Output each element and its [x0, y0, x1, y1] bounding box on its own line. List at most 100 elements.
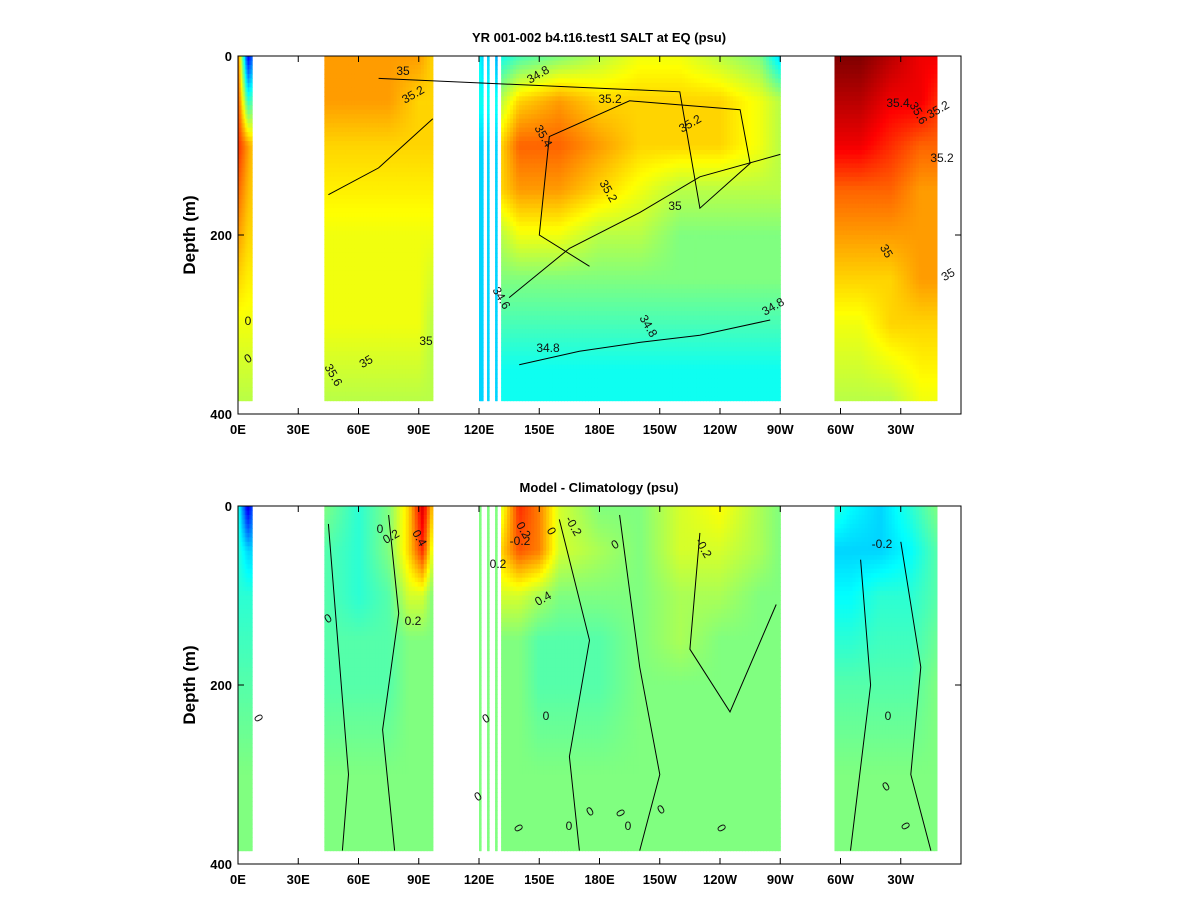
heatmap-cell [496, 146, 498, 151]
heatmap-cell [430, 325, 434, 330]
heatmap-cell [482, 356, 484, 361]
heatmap-cell [430, 168, 434, 173]
heatmap-cell [488, 186, 490, 191]
heatmap-cell [251, 83, 253, 88]
heatmap-cell [496, 325, 498, 330]
heatmap-cell [496, 387, 498, 392]
heatmap-cell [488, 128, 490, 133]
heatmap-cell [482, 87, 484, 92]
heatmap-cell [482, 307, 484, 312]
heatmap-cell [482, 325, 484, 330]
heatmap-cell [482, 177, 484, 182]
heatmap-cell [496, 159, 498, 164]
heatmap-cell [430, 128, 434, 133]
heatmap-cell [482, 383, 484, 388]
heatmap-cell [496, 239, 498, 244]
heatmap-cell [488, 172, 490, 177]
heatmap-cell [482, 186, 484, 191]
heatmap-cell [488, 159, 490, 164]
heatmap-cell [251, 231, 253, 236]
heatmap-cell [251, 226, 253, 231]
heatmap-cell [251, 280, 253, 285]
heatmap-cell [482, 204, 484, 209]
heatmap-cell [488, 78, 490, 83]
heatmap-cell [251, 275, 253, 280]
heatmap-cell [430, 378, 434, 383]
heatmap-cell [430, 320, 434, 325]
heatmap-cell [496, 60, 498, 65]
heatmap-cell [496, 311, 498, 316]
heatmap-cell [488, 387, 490, 392]
heatmap-cell [430, 222, 434, 227]
heatmap-cell [488, 311, 490, 316]
heatmap-cell [488, 181, 490, 186]
heatmap-cell [430, 275, 434, 280]
heatmap-cell [496, 163, 498, 168]
heatmap-cell [430, 199, 434, 204]
heatmap-cell [488, 284, 490, 289]
heatmap-cell [430, 204, 434, 209]
heatmap-cell [488, 293, 490, 298]
heatmap-cell [430, 271, 434, 276]
heatmap-cell [251, 177, 253, 182]
heatmap-cell [430, 235, 434, 240]
heatmap-cell [482, 374, 484, 379]
heatmap-cell [251, 110, 253, 115]
heatmap-cell [251, 204, 253, 209]
heatmap-cell [488, 257, 490, 262]
heatmap-cell [251, 396, 253, 401]
salinity-panel-ylabel: Depth (m) [180, 195, 199, 274]
heatmap-cell [496, 271, 498, 276]
heatmap-cell [482, 105, 484, 110]
heatmap-cell [482, 69, 484, 74]
heatmap-cell [251, 383, 253, 388]
heatmap-cell [482, 163, 484, 168]
heatmap-cell [496, 208, 498, 213]
heatmap-cell [488, 96, 490, 101]
heatmap-cell [482, 289, 484, 294]
heatmap-cell [251, 146, 253, 151]
heatmap-cell [251, 262, 253, 267]
heatmap-cell [430, 123, 434, 128]
heatmap-cell [251, 69, 253, 74]
heatmap-cell [496, 213, 498, 218]
heatmap-cell [251, 257, 253, 262]
heatmap-cell [251, 74, 253, 79]
heatmap-cell [251, 342, 253, 347]
heatmap-cell [488, 369, 490, 374]
heatmap-cell [496, 262, 498, 267]
heatmap-cell [496, 56, 498, 61]
heatmap-cell [251, 374, 253, 379]
heatmap-cell [482, 338, 484, 343]
heatmap-cell [482, 244, 484, 249]
heatmap-cell [251, 244, 253, 249]
heatmap-cell [496, 333, 498, 338]
heatmap-cell [251, 378, 253, 383]
heatmap-cell [251, 159, 253, 164]
heatmap-cell [488, 137, 490, 142]
heatmap-cell [430, 356, 434, 361]
heatmap-cell [482, 360, 484, 365]
heatmap-cell [488, 392, 490, 397]
heatmap-cell [488, 275, 490, 280]
heatmap-cell [482, 266, 484, 271]
heatmap-cell [430, 374, 434, 379]
heatmap-cell [496, 351, 498, 356]
heatmap-cell [430, 239, 434, 244]
heatmap-cell [430, 105, 434, 110]
heatmap-cell [430, 217, 434, 222]
heatmap-cell [496, 316, 498, 321]
heatmap-cell [251, 217, 253, 222]
heatmap-cell [488, 150, 490, 155]
heatmap-cell [488, 333, 490, 338]
heatmap-cell [488, 146, 490, 151]
heatmap-cell [488, 199, 490, 204]
heatmap-cell [430, 150, 434, 155]
heatmap-cell [482, 280, 484, 285]
heatmap-cell [496, 356, 498, 361]
heatmap-cell [482, 262, 484, 267]
heatmap-cell [482, 378, 484, 383]
heatmap-cell [496, 392, 498, 397]
heatmap-cell [488, 168, 490, 173]
heatmap-cell [430, 213, 434, 218]
